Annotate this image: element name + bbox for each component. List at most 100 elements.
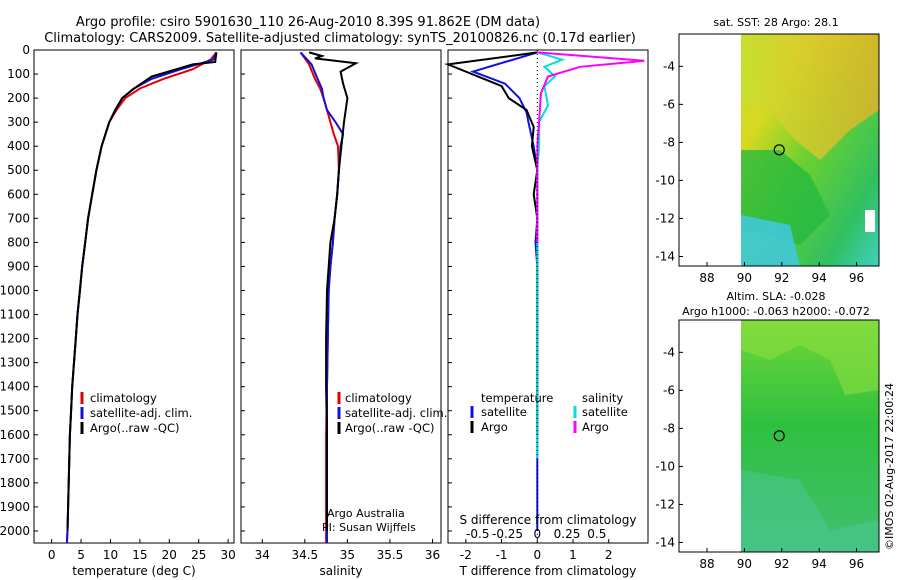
lon-tick-label: 90 xyxy=(737,271,752,285)
depth-tick-label: 800 xyxy=(7,235,30,249)
x-tick-label: 15 xyxy=(132,548,147,562)
x-tick-label: 36 xyxy=(425,548,440,562)
x-tick-label: 30 xyxy=(220,548,235,562)
title-line-1: Argo profile: csiro 5901630_110 26-Aug-2… xyxy=(76,15,540,30)
depth-tick-label: 1700 xyxy=(0,452,30,466)
lat-tick-label: -14 xyxy=(655,535,675,549)
title-line-2: Climatology: CARS2009. Satellite-adjuste… xyxy=(44,31,636,46)
depth-tick-label: 1400 xyxy=(0,380,30,394)
depth-tick-label: 1300 xyxy=(0,356,30,370)
x-tick-label: 35 xyxy=(340,548,355,562)
series-climatology xyxy=(299,51,340,543)
series-salinity-argo xyxy=(536,51,645,243)
credit-imos: ©IMOS 02-Aug-2017 22:00:24 xyxy=(883,383,896,550)
series-argo xyxy=(308,51,360,531)
series-satellite-adj-clim- xyxy=(65,52,218,544)
x-tick-label: 35.5 xyxy=(377,548,404,562)
temperature-plot: 0 5 10 15 20 25 30 xyxy=(48,51,236,562)
salinity-legend: climatology satellite-adj. clim. Argo(..… xyxy=(337,391,447,435)
x-tick-label: 34.5 xyxy=(291,548,318,562)
depth-tick-label: 100 xyxy=(7,67,30,81)
sla-light-region xyxy=(741,320,879,395)
difference-legend: temperature satellite Argo salinity sate… xyxy=(470,391,628,434)
temperature-legend: climatology satellite-adj. clim. Argo(..… xyxy=(80,391,192,435)
s-tick-label: -0.25 xyxy=(492,527,523,541)
sla-map-frame xyxy=(678,319,880,553)
sst-axes: 88 90 92 94 96 -4 -6 -8 -10 -12 -14 xyxy=(655,59,864,285)
sst-missing-data xyxy=(865,210,875,232)
lat-tick-label: -4 xyxy=(663,59,675,73)
depth-tick-label: 0 xyxy=(22,43,30,57)
sst-map: 88 90 92 94 96 -4 -6 -8 -10 -12 -14 xyxy=(655,33,880,285)
sst-warm-region xyxy=(741,34,879,160)
credit-argo-australia: Argo Australia xyxy=(327,507,405,520)
legend-temperature-title: temperature xyxy=(481,391,553,405)
depth-tick-label: 400 xyxy=(7,139,30,153)
lat-tick-label: -6 xyxy=(663,97,675,111)
sla-cyan-region xyxy=(741,470,879,552)
x-tick-label: 1 xyxy=(569,548,577,562)
depth-tick-label: 1600 xyxy=(0,428,30,442)
series-climatology xyxy=(65,51,218,544)
depth-tick-label: 300 xyxy=(7,115,30,129)
sst-cool-region xyxy=(741,215,800,266)
x-tick-label: -2 xyxy=(460,548,472,562)
depth-axis: 0 100 200 300 400 500 600 700 800 900 1000 1100 1200… xyxy=(0,43,452,538)
x-tick-label: 2 xyxy=(605,548,613,562)
sla-argo-marker xyxy=(773,430,785,442)
depth-tick-label: 1000 xyxy=(0,283,30,297)
credit-pi: PI: Susan Wijffels xyxy=(322,521,416,534)
legend-t-argo: Argo xyxy=(481,420,508,434)
difference-xlabel-top: S difference from climatology xyxy=(460,513,637,527)
legend-s-argo: Argo xyxy=(582,420,609,434)
x-tick-label: 0 xyxy=(48,548,56,562)
depth-tick-label: 500 xyxy=(7,163,30,177)
sla-map-title-1: Altim. SLA: -0.028 xyxy=(726,290,825,303)
sst-map-frame xyxy=(678,33,880,267)
series-temperature-argo xyxy=(444,51,539,435)
legend-satellite: satellite-adj. clim. xyxy=(90,406,192,420)
depth-tick-label: 900 xyxy=(7,259,30,273)
sla-map-title-2: Argo h1000: -0.063 h2000: -0.072 xyxy=(682,305,870,318)
lat-tick-label: -14 xyxy=(655,249,675,263)
x-tick-label: 20 xyxy=(162,548,177,562)
depth-tick-label: 2000 xyxy=(0,524,30,538)
x-tick-label: 5 xyxy=(77,548,85,562)
legend-climatology: climatology xyxy=(90,391,157,405)
temperature-panel-frame xyxy=(33,49,235,544)
lon-tick-label: 88 xyxy=(699,557,714,571)
sla-map: 88 90 92 94 96 -4 -6 -8 -10 -12 -14 xyxy=(655,319,880,571)
x-tick-label: 10 xyxy=(103,548,118,562)
lon-tick-label: 94 xyxy=(812,271,827,285)
legend-salinity-title: salinity xyxy=(582,391,623,405)
lat-tick-label: -8 xyxy=(663,135,675,149)
depth-tick-label: 1500 xyxy=(0,404,30,418)
depth-tick-label: 1800 xyxy=(0,476,30,490)
s-tick-label: -0.5 xyxy=(466,527,489,541)
series-temperature-satellite xyxy=(469,51,539,531)
lat-tick-label: -12 xyxy=(655,497,675,511)
lon-tick-label: 96 xyxy=(849,271,864,285)
lat-tick-label: -8 xyxy=(663,421,675,435)
lon-tick-label: 90 xyxy=(737,557,752,571)
legend-argo: Argo(..raw -QC) xyxy=(345,421,435,435)
legend-climatology: climatology xyxy=(345,391,412,405)
s-tick-label: 0.25 xyxy=(554,527,581,541)
lat-tick-label: -4 xyxy=(663,345,675,359)
salinity-plot: 34 34.5 35 35.5 36 xyxy=(255,51,440,562)
depth-tick-label: 700 xyxy=(7,211,30,225)
sst-map-title: sat. SST: 28 Argo: 28.1 xyxy=(713,16,838,29)
lat-tick-label: -12 xyxy=(655,211,675,225)
series-argo xyxy=(66,52,218,532)
sst-argo-marker xyxy=(773,144,785,156)
lat-tick-label: -10 xyxy=(655,459,675,473)
lon-tick-label: 96 xyxy=(849,557,864,571)
depth-tick-label: 1100 xyxy=(0,308,30,322)
s-tick-label: 0.5 xyxy=(587,527,606,541)
legend-satellite: satellite-adj. clim. xyxy=(345,406,447,420)
legend-t-satellite: satellite xyxy=(481,405,527,419)
lon-tick-label: 94 xyxy=(812,557,827,571)
salinity-xlabel: salinity xyxy=(319,564,362,578)
